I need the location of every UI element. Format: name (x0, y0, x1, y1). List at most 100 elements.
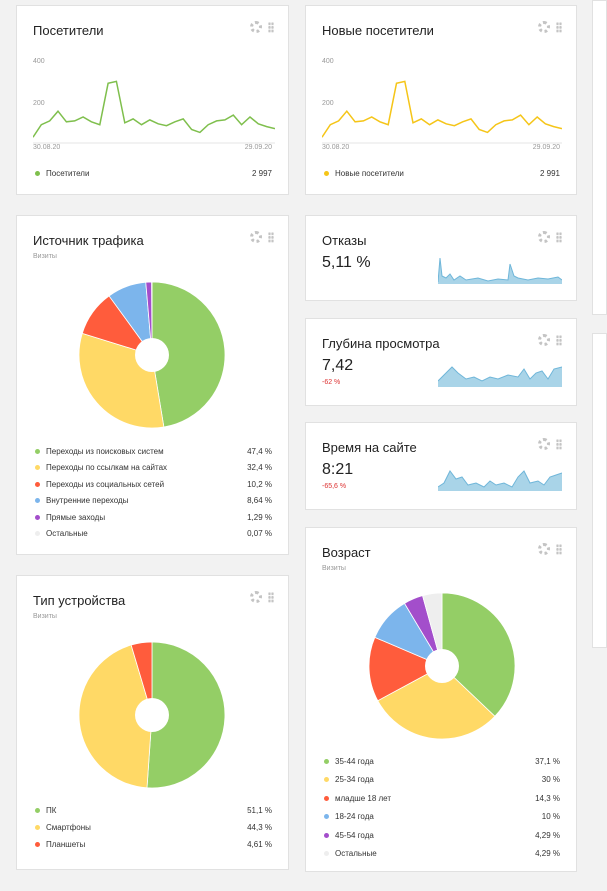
legend-row[interactable]: Внутренние переходы 8,64 % (35, 494, 272, 508)
card-title: Время на сайте (322, 440, 417, 455)
legend-dot (324, 814, 329, 819)
pie-slice[interactable] (146, 641, 226, 789)
pie-hole (135, 698, 169, 732)
legend-row[interactable]: Планшеты 4,61 % (35, 837, 272, 851)
visitors-card: Посетители 400 200 30.08.20 29.09.20 Пос… (16, 5, 289, 195)
pie-slice[interactable] (151, 281, 226, 428)
legend-value: 47,4 % (247, 446, 272, 456)
legend-value: 4,29 % (535, 849, 560, 858)
legend-row[interactable]: Остальные 4,29 % (324, 847, 560, 861)
legend-row: Новые посетители 2 991 (324, 166, 560, 180)
legend-value: 4,61 % (247, 839, 272, 849)
legend-dot (35, 465, 40, 470)
legend-value: 2 991 (539, 168, 560, 178)
pie-slice[interactable] (78, 644, 153, 789)
legend-label: Смартфоны (46, 822, 91, 832)
pie-slice[interactable] (368, 636, 443, 702)
legend-dot (35, 514, 40, 520)
gear-icon[interactable] (538, 334, 550, 346)
drag-handle-icon[interactable] (556, 231, 562, 243)
legend-label: Прямые заходы (46, 512, 106, 522)
legend-value: 2 997 (251, 168, 272, 178)
card-subtitle: Визиты (322, 565, 346, 572)
legend-row[interactable]: 18-24 года 10 % (324, 810, 560, 824)
legend-label: 18-24 года (335, 812, 374, 821)
gear-icon[interactable] (538, 438, 550, 450)
bounces-sparkline (438, 257, 562, 284)
legend-value: 1,29 % (247, 512, 272, 522)
time-on-site-sparkline (438, 470, 562, 491)
pie-hole (425, 649, 459, 683)
drag-handle-icon[interactable] (268, 231, 274, 243)
series-line (33, 80, 275, 138)
legend-dot (35, 481, 40, 487)
legend-dot (35, 498, 40, 503)
legend-dot (324, 832, 329, 838)
gear-icon[interactable] (250, 231, 262, 243)
metric-value: 8:21 (322, 461, 354, 478)
legend-label: Планшеты (46, 839, 86, 849)
drag-handle-icon[interactable] (268, 591, 274, 603)
side-panel (592, 0, 607, 315)
gear-icon[interactable] (538, 21, 550, 33)
pie-slice[interactable] (422, 592, 443, 667)
legend-label: младше 18 лет (335, 793, 392, 803)
drag-handle-icon[interactable] (556, 334, 562, 346)
legend-row[interactable]: 25-34 года 30 % (324, 773, 560, 787)
legend-row[interactable]: 35-44 года 37,1 % (324, 754, 560, 768)
legend-label: 25-34 года (335, 775, 374, 784)
gear-icon[interactable] (538, 543, 550, 555)
side-panel (592, 333, 607, 648)
pie-slice[interactable] (130, 641, 153, 716)
card-subtitle: Визиты (33, 613, 57, 620)
pie-slice[interactable] (377, 665, 496, 740)
legend-label: 45-54 года (335, 830, 374, 840)
legend-dot (35, 824, 40, 830)
legend-row[interactable]: ПК 51,1 % (35, 803, 272, 817)
legend-dot (324, 777, 329, 782)
legend-row[interactable]: Переходы из социальных сетей 10,2 % (35, 477, 272, 491)
new-visitors-card: Новые посетители 400 200 30.08.20 29.09.… (305, 5, 577, 195)
gear-icon[interactable] (538, 231, 550, 243)
gear-icon[interactable] (250, 21, 262, 33)
legend-value: 30 % (541, 775, 560, 784)
legend-dot (324, 170, 329, 176)
legend-row[interactable]: Переходы по ссылкам на сайтах 32,4 % (35, 461, 272, 475)
y-tick: 400 (322, 58, 334, 65)
drag-handle-icon[interactable] (556, 21, 562, 33)
metric-value: 5,11 % (322, 254, 371, 271)
legend-row[interactable]: Остальные 0,07 % (35, 527, 272, 541)
legend-row[interactable]: Прямые заходы 1,29 % (35, 510, 272, 524)
metric-delta: -62 % (322, 379, 341, 386)
legend-label: Переходы из поисковых систем (46, 446, 164, 456)
legend-dot (35, 170, 40, 176)
legend-dot (324, 758, 329, 764)
time-on-site-card: Время на сайте 8:21 -65,6 % (305, 422, 577, 510)
traffic-source-pie-chart (78, 281, 226, 429)
depth-card: Глубина просмотра 7,42 -62 % (305, 318, 577, 406)
age-pie-chart (368, 592, 516, 740)
device-type-card: Тип устройства Визиты ПК 51,1 % Смартфоны 4… (16, 575, 289, 870)
metric-delta: -65,6 % (322, 483, 347, 490)
x-tick-start: 30.08.20 (322, 144, 350, 151)
pie-slice[interactable] (441, 592, 516, 717)
legend-row[interactable]: 45-54 года 4,29 % (324, 828, 560, 842)
device-type-pie-chart (78, 641, 226, 789)
legend-label: 35-44 года (335, 756, 374, 766)
legend-value: 4,29 % (535, 830, 560, 840)
legend-label: Новые посетители (335, 168, 404, 178)
drag-handle-icon[interactable] (268, 21, 274, 33)
gear-icon[interactable] (250, 591, 262, 603)
legend-row[interactable]: Переходы из поисковых систем 47,4 % (35, 444, 272, 458)
legend-label: Остальные (335, 849, 377, 858)
legend-row[interactable]: младше 18 лет 14,3 % (324, 791, 560, 805)
drag-handle-icon[interactable] (556, 438, 562, 450)
card-title: Новые посетители (322, 23, 434, 38)
legend-label: Посетители (46, 168, 90, 178)
card-title: Глубина просмотра (322, 336, 440, 351)
legend-label: Остальные (46, 529, 88, 538)
legend-dot (35, 531, 40, 536)
legend-row[interactable]: Смартфоны 44,3 % (35, 820, 272, 834)
x-tick-end: 29.09.20 (244, 144, 272, 151)
drag-handle-icon[interactable] (556, 543, 562, 555)
